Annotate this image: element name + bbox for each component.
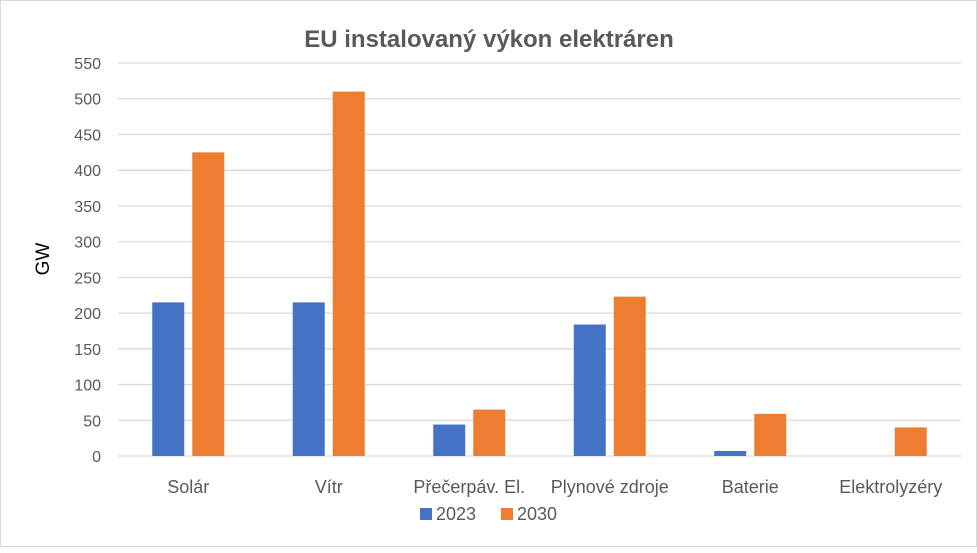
chart-title: EU instalovaný výkon elektráren <box>304 26 674 53</box>
bar-2023-1 <box>292 302 325 456</box>
y-tick-label: 150 <box>74 342 101 359</box>
y-tick-label: 0 <box>92 449 101 466</box>
y-tick-label: 550 <box>74 56 101 73</box>
legend-swatch-2023 <box>420 508 432 520</box>
legend-label: 2030 <box>517 504 557 524</box>
y-tick-label: 450 <box>74 127 101 144</box>
x-tick-label: Vítr <box>315 477 343 497</box>
y-tick-label: 50 <box>83 413 101 430</box>
y-tick-label: 300 <box>74 235 101 252</box>
x-tick-label: Plynové zdroje <box>551 477 669 497</box>
y-tick-label: 500 <box>74 92 101 109</box>
legend-swatch-2030 <box>501 508 513 520</box>
bar-2030-2 <box>473 409 506 456</box>
bar-2030-3 <box>613 296 646 456</box>
bar-2030-1 <box>332 91 365 456</box>
y-tick-label: 400 <box>74 163 101 180</box>
y-tick-label: 250 <box>74 270 101 287</box>
bar-2023-2 <box>433 424 466 456</box>
y-axis-label: GW <box>33 243 54 276</box>
bar-2023-3 <box>573 324 606 456</box>
bar-2023-0 <box>152 302 185 456</box>
x-tick-label: Přečerpáv. El. <box>413 477 525 497</box>
y-tick-label: 100 <box>74 378 101 395</box>
y-tick-label: 200 <box>74 306 101 323</box>
x-tick-label: Baterie <box>722 477 779 497</box>
x-tick-label: Elektrolyzéry <box>839 477 942 497</box>
x-tick-label: Solár <box>167 477 209 497</box>
y-tick-label: 350 <box>74 199 101 216</box>
bar-2030-0 <box>192 152 225 456</box>
bar-2030-4 <box>754 413 787 456</box>
bar-2030-5 <box>894 427 927 456</box>
bar-2023-4 <box>714 450 747 456</box>
legend-label: 2023 <box>436 504 476 524</box>
